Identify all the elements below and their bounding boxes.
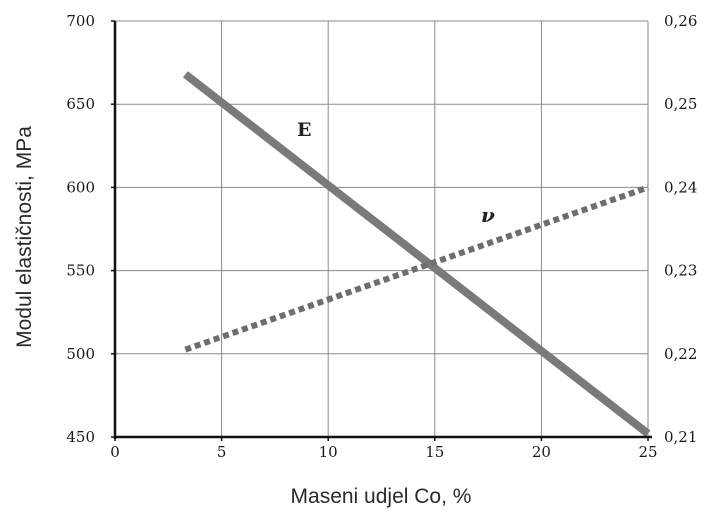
tick-labels: 0 5 10 15 20 25 450 500 550 600 650 700 0,21 0,22 0,23… xyxy=(66,12,697,461)
y-axis-title: Modul elastičnosti, MPa xyxy=(13,126,36,348)
x-tick-label: 20 xyxy=(532,443,551,461)
y2-tick-label: 0,22 xyxy=(664,345,697,363)
x-tick-label: 5 xyxy=(217,443,227,461)
y2-tick-label: 0,25 xyxy=(664,95,697,113)
y-tick-label: 450 xyxy=(66,428,95,446)
series-label-e: E xyxy=(297,119,311,141)
y-tick-label: 550 xyxy=(66,262,95,280)
series-layer xyxy=(182,71,651,437)
series-label-nu: ν xyxy=(481,203,495,227)
series-line-e xyxy=(182,71,651,437)
y2-tick-label: 0,23 xyxy=(664,262,697,280)
y2-tick-label: 0,26 xyxy=(664,12,697,30)
y-tick-label: 500 xyxy=(66,345,95,363)
x-tick-label: 15 xyxy=(425,443,444,461)
y-tick-label: 650 xyxy=(66,95,95,113)
x-axis-title: Maseni udjel Co, % xyxy=(291,485,472,508)
y-tick-label: 600 xyxy=(66,178,95,196)
x-tick-label: 10 xyxy=(319,443,338,461)
axes xyxy=(111,20,652,441)
y2-tick-label: 0,21 xyxy=(664,428,697,446)
y-tick-label: 700 xyxy=(66,12,95,30)
gridlines xyxy=(115,20,649,437)
y2-tick-label: 0,24 xyxy=(664,178,697,196)
x-tick-label: 25 xyxy=(638,443,657,461)
x-tick-label: 0 xyxy=(110,443,120,461)
series-line-nu xyxy=(184,184,649,353)
